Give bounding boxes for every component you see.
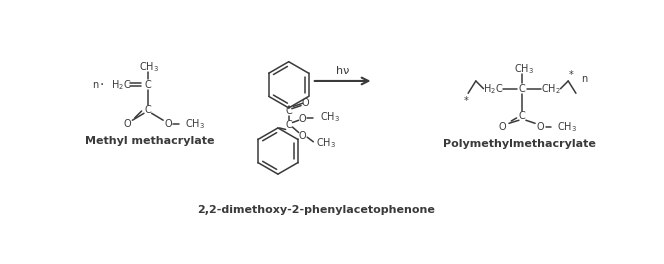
Text: ·: · bbox=[100, 78, 104, 92]
Text: n: n bbox=[92, 80, 99, 90]
Text: O: O bbox=[299, 114, 306, 124]
Text: O: O bbox=[302, 98, 309, 108]
Text: O: O bbox=[124, 119, 131, 129]
Text: C: C bbox=[286, 106, 292, 116]
Text: C: C bbox=[145, 105, 151, 115]
Text: CH$_3$: CH$_3$ bbox=[139, 60, 159, 74]
Text: n: n bbox=[581, 74, 588, 84]
Text: C: C bbox=[145, 80, 151, 90]
Text: CH$_2$: CH$_2$ bbox=[541, 82, 561, 96]
Text: H$_2$C: H$_2$C bbox=[112, 78, 131, 92]
Text: C: C bbox=[519, 111, 525, 121]
Text: O: O bbox=[164, 119, 171, 129]
Text: O: O bbox=[499, 122, 507, 132]
Text: CH$_3$: CH$_3$ bbox=[319, 110, 339, 124]
Text: C: C bbox=[519, 84, 525, 94]
Text: hν: hν bbox=[336, 66, 349, 76]
Text: CH$_3$: CH$_3$ bbox=[185, 117, 205, 131]
Text: CH$_3$: CH$_3$ bbox=[317, 136, 337, 150]
Text: Methyl methacrylate: Methyl methacrylate bbox=[86, 136, 215, 146]
Text: O: O bbox=[299, 131, 306, 141]
Text: Polymethylmethacrylate: Polymethylmethacrylate bbox=[444, 139, 596, 149]
Text: O: O bbox=[537, 122, 544, 132]
Text: 2,2-dimethoxy-2-phenylacetophenone: 2,2-dimethoxy-2-phenylacetophenone bbox=[197, 205, 435, 215]
Text: *: * bbox=[464, 96, 469, 106]
Text: CH$_3$: CH$_3$ bbox=[558, 120, 578, 134]
Text: H$_2$C: H$_2$C bbox=[483, 82, 503, 96]
Text: C: C bbox=[286, 120, 292, 130]
Text: *: * bbox=[569, 70, 574, 80]
Text: CH$_3$: CH$_3$ bbox=[513, 62, 534, 76]
